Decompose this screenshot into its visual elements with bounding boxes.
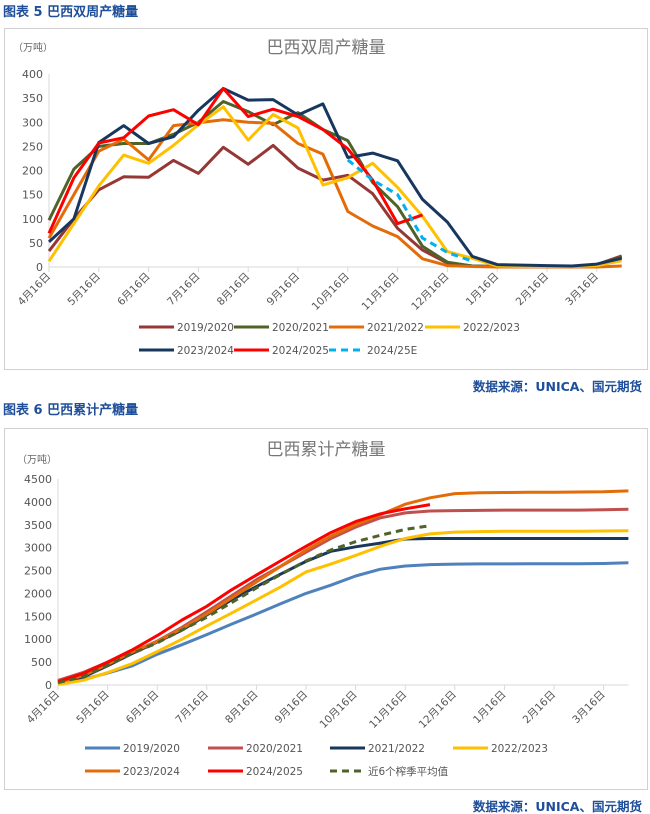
y-tick-label: 3500 — [24, 519, 52, 532]
x-tick-label: 11月16日 — [367, 689, 409, 731]
legend-label: 2023/2024 — [177, 345, 234, 357]
series-line-2021-2022 — [47, 118, 622, 269]
y-tick-label: 250 — [22, 140, 43, 153]
x-tick-label: 8月16日 — [215, 271, 253, 309]
x-tick-label: 2月16日 — [521, 689, 559, 727]
series-line-2024-2025 — [57, 503, 431, 684]
y-axis-unit: （万吨） — [17, 453, 57, 466]
y-tick-label: 2000 — [24, 587, 52, 600]
y-axis-unit: （万吨） — [13, 41, 53, 54]
figure6-header: 图表 6 巴西累计产糖量 — [3, 403, 139, 418]
y-tick-label: 4500 — [24, 473, 52, 486]
y-tick-label: 50 — [29, 237, 43, 250]
legend-label: 2023/2024 — [123, 766, 180, 778]
x-tick-label: 9月16日 — [273, 689, 311, 727]
x-tick-label: 9月16日 — [265, 271, 303, 309]
chart-cumulative: 巴西累计产糖量 （万吨） 0 500 1000 1500 2000 2500 3000 3500 4… — [4, 428, 648, 790]
legend-label: 2020/2021 — [272, 322, 329, 334]
x-tick-label: 5月16日 — [65, 271, 103, 309]
x-tick-label: 10月16日 — [317, 689, 359, 731]
y-tick-label: 1500 — [24, 610, 52, 623]
figure6-source: 数据来源：UNICA、国元期货 — [472, 799, 642, 814]
x-tick-label: 6月16日 — [115, 271, 153, 309]
y-tick-label: 400 — [22, 68, 43, 81]
x-tick-label: 3月16日 — [563, 271, 601, 309]
x-tick-label: 1月16日 — [464, 271, 502, 309]
chart-biweekly-svg: 巴西双周产糖量 （万吨） 0 50 100 150 200 250 300 350 400 4月16日… — [13, 38, 623, 357]
legend-label: 2021/2022 — [368, 743, 425, 755]
y-tick-label: 200 — [22, 165, 43, 178]
chart-title: 巴西双周产糖量 — [267, 38, 386, 58]
x-tick-label: 11月16日 — [359, 271, 401, 313]
x-tick-label: 3月16日 — [570, 689, 608, 727]
y-tick-label: 0 — [36, 261, 43, 274]
figure5-header: 图表 5 巴西双周产糖量 — [3, 5, 139, 20]
legend-label: 2022/2023 — [463, 322, 520, 334]
x-tick-label: 12月16日 — [409, 271, 451, 313]
y-tick-label: 1000 — [24, 633, 52, 646]
series-line-2023-2024 — [57, 489, 629, 684]
legend-label: 2022/2023 — [491, 743, 548, 755]
series-line-2019-2020 — [47, 143, 623, 268]
series-line-近6个榨季平均值 — [57, 524, 431, 685]
x-tick-label: 7月16日 — [165, 271, 203, 309]
chart-cumulative-svg: 巴西累计产糖量 （万吨） 0 500 1000 1500 2000 2500 3000 3500 4… — [17, 440, 629, 778]
x-tick-label: 4月16日 — [25, 689, 63, 727]
x-tick-label: 4月16日 — [16, 271, 54, 309]
x-tick-label: 7月16日 — [173, 689, 211, 727]
y-tick-label: 3000 — [24, 542, 52, 555]
x-tick-label: 6月16日 — [124, 689, 162, 727]
chart-biweekly: 巴西双周产糖量 （万吨） 0 50 100 150 200 250 300 350 400 4月16日… — [4, 28, 648, 370]
x-tick-label: 12月16日 — [417, 689, 459, 731]
legend-label: 2021/2022 — [367, 322, 424, 334]
series-line-2023-2024 — [47, 87, 623, 268]
y-tick-label: 300 — [22, 116, 43, 129]
x-tick-label: 5月16日 — [74, 689, 112, 727]
legend-label: 2024/2025 — [246, 766, 303, 778]
y-tick-label: 500 — [31, 656, 52, 669]
x-tick-label: 8月16日 — [223, 689, 261, 727]
y-tick-label: 100 — [22, 213, 43, 226]
y-tick-label: 150 — [22, 189, 43, 202]
legend-label: 2024/25E — [367, 345, 417, 357]
legend-label: 2024/2025 — [272, 345, 329, 357]
series-line-2024-25E — [346, 158, 473, 263]
y-tick-label: 4000 — [24, 496, 52, 509]
y-tick-label: 0 — [45, 679, 52, 692]
legend-label: 2020/2021 — [246, 743, 303, 755]
series-line-2022-2023 — [57, 529, 629, 686]
series-line-2024-2025 — [47, 87, 423, 234]
series-line-2019-2020 — [57, 561, 629, 686]
y-tick-label: 2500 — [24, 565, 52, 578]
x-tick-label: 1月16日 — [471, 689, 509, 727]
legend-label: 2019/2020 — [177, 322, 234, 334]
x-tick-label: 10月16日 — [310, 271, 352, 313]
x-tick-label: 2月16日 — [514, 271, 552, 309]
series-line-2020-2021 — [57, 507, 629, 682]
chart-title: 巴西累计产糖量 — [267, 440, 386, 460]
legend-label: 2019/2020 — [123, 743, 180, 755]
figure5-source: 数据来源：UNICA、国元期货 — [472, 379, 642, 394]
y-tick-label: 350 — [22, 92, 43, 105]
legend-label: 近6个榨季平均值 — [368, 765, 449, 778]
